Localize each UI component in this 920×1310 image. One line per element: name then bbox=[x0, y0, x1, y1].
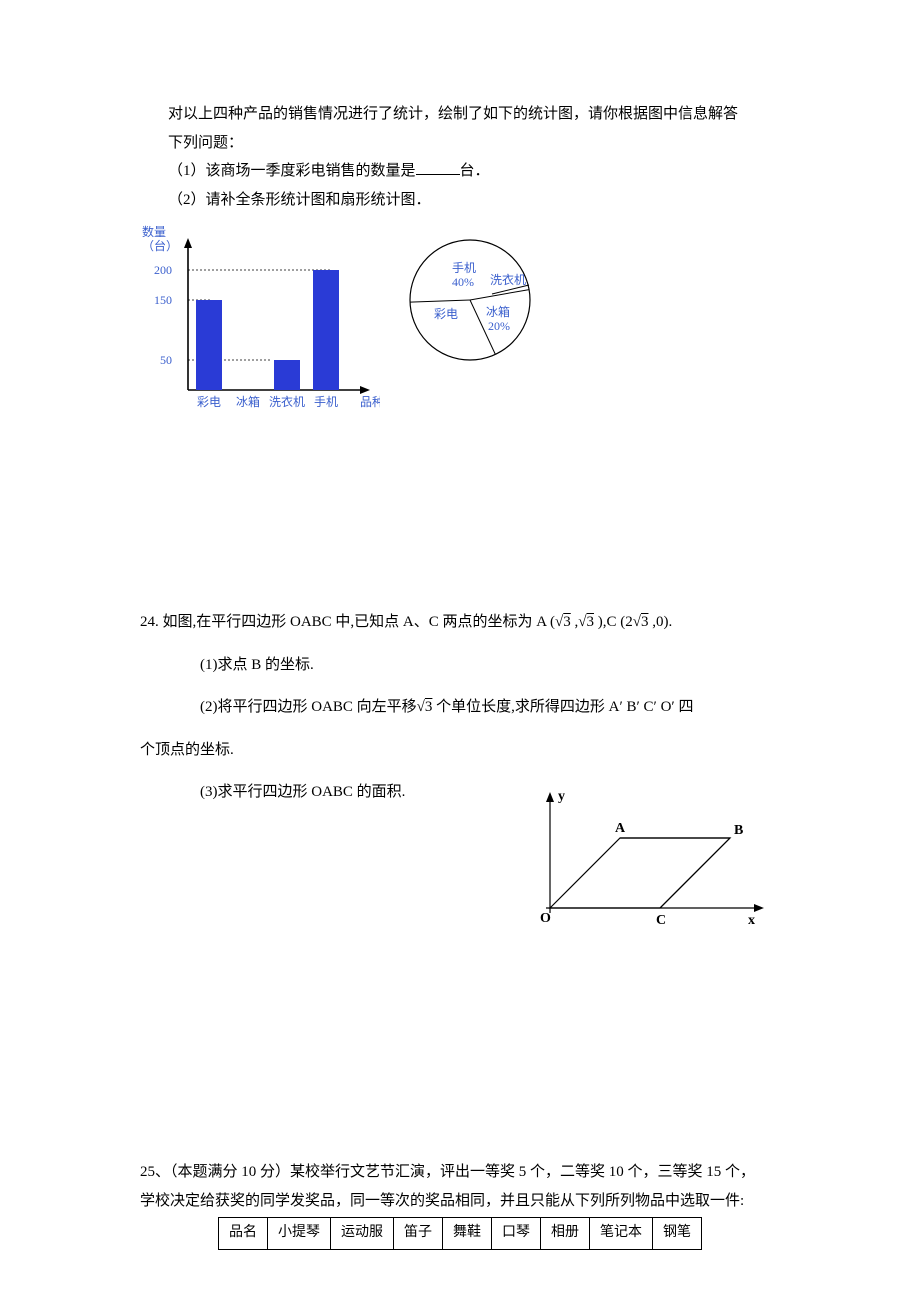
q23-blank bbox=[416, 159, 460, 175]
q24-p1: (1)求点 B 的坐标. bbox=[200, 651, 780, 680]
lbl-A: A bbox=[615, 821, 626, 836]
bar-cat-3: 手机 bbox=[314, 395, 338, 409]
q24-p3: (3)求平行四边形 OABC 的面积. bbox=[200, 778, 405, 807]
lbl-y: y bbox=[558, 789, 565, 804]
q24-line1: 24. 如图,在平行四边形 OABC 中,已知点 A、C 两点的坐标为 A (√… bbox=[140, 608, 780, 637]
bar-ytick-50: 50 bbox=[160, 353, 172, 367]
q24-row: (3)求平行四边形 OABC 的面积. O A B C x bbox=[140, 778, 780, 938]
lbl-B: B bbox=[734, 823, 743, 838]
q23-part1: （1）该商场一季度彩电销售的数量是 台． bbox=[168, 157, 780, 186]
q24-l1a: 如图,在平行四边形 OABC 中,已知点 A、C 两点的坐标为 A ( bbox=[163, 614, 556, 630]
bar-xiyiji bbox=[274, 360, 300, 390]
coord-y-arrow-icon bbox=[546, 792, 554, 802]
q23-p1-text: （1）该商场一季度彩电销售的数量是 bbox=[168, 163, 416, 179]
table-cell: 笔记本 bbox=[590, 1218, 653, 1250]
parallelogram bbox=[550, 838, 730, 908]
q25-line2: 学校决定给获奖的同学发奖品，同一等次的奖品相同，并且只能从下列所列物品中选取一件… bbox=[140, 1187, 780, 1216]
table-cell: 品名 bbox=[219, 1218, 268, 1250]
table-cell: 小提琴 bbox=[268, 1218, 331, 1250]
edge-bc bbox=[660, 838, 730, 908]
q25-table: 品名 小提琴 运动服 笛子 舞鞋 口琴 相册 笔记本 钢笔 bbox=[218, 1217, 702, 1250]
lbl-C: C bbox=[656, 913, 666, 928]
lbl-O: O bbox=[540, 911, 551, 926]
bar-cat-2: 洗衣机 bbox=[269, 394, 305, 409]
bar-y-arrow-icon bbox=[184, 238, 192, 248]
bar-ytick-200: 200 bbox=[154, 263, 172, 277]
bar-ylabel-1: 数量 bbox=[142, 224, 166, 239]
table-cell: 笛子 bbox=[394, 1218, 443, 1250]
bar-xlabel: 品种 bbox=[360, 395, 380, 409]
q23-part2: （2）请补全条形统计图和扇形统计图． bbox=[168, 186, 780, 215]
bar-shouji bbox=[313, 270, 339, 390]
q24-p2-line1: (2)将平行四边形 OABC 向左平移√3 个单位长度,求所得四边形 A′ B′… bbox=[200, 693, 780, 722]
bar-cat-1: 冰箱 bbox=[236, 394, 260, 409]
bar-x-arrow-icon bbox=[360, 386, 370, 394]
bar-caidian bbox=[196, 300, 222, 390]
pie-lbl-washer: 洗衣机 bbox=[490, 272, 526, 287]
table-cell: 钢笔 bbox=[653, 1218, 702, 1250]
pie-lbl-phone-pct: 40% bbox=[452, 275, 474, 289]
table-cell: 舞鞋 bbox=[443, 1218, 492, 1250]
bar-ylabel-2: （台） bbox=[142, 238, 178, 253]
table-row: 品名 小提琴 运动服 笛子 舞鞋 口琴 相册 笔记本 钢笔 bbox=[219, 1218, 702, 1250]
bar-cat-0: 彩电 bbox=[197, 395, 221, 409]
q24-l1c: ),C (2 bbox=[594, 614, 633, 630]
parallelogram-diagram: O A B C x y bbox=[510, 778, 780, 938]
pie-lbl-phone: 手机 bbox=[452, 261, 476, 275]
q24-p2-line2: 个顶点的坐标. bbox=[140, 736, 780, 765]
q23-intro-l1: 对以上四种产品的销售情况进行了统计，绘制了如下的统计图，请你根据图中信息解答 bbox=[168, 100, 780, 129]
pie-lbl-tv: 彩电 bbox=[434, 307, 458, 321]
table-cell: 相册 bbox=[541, 1218, 590, 1250]
coord-x-arrow-icon bbox=[754, 904, 764, 912]
pie-chart: 手机 40% 洗衣机 冰箱 20% 彩电 bbox=[390, 220, 550, 380]
q23-charts: 数量 （台） 50 150 200 bbox=[140, 220, 780, 420]
q24-p2a: (2)将平行四边形 OABC 向左平移 bbox=[200, 699, 417, 715]
q24-block: 24. 如图,在平行四边形 OABC 中,已知点 A、C 两点的坐标为 A (√… bbox=[140, 608, 780, 938]
q24-l1d: ,0). bbox=[648, 614, 672, 630]
q23-p1-tail: 台． bbox=[460, 163, 490, 179]
table-cell: 口琴 bbox=[492, 1218, 541, 1250]
bar-chart: 数量 （台） 50 150 200 bbox=[140, 220, 380, 420]
q25-block: 25、（本题满分 10 分）某校举行文艺节汇演，评出一等奖 5 个，二等奖 10… bbox=[140, 1158, 780, 1250]
q25-line1: 25、（本题满分 10 分）某校举行文艺节汇演，评出一等奖 5 个，二等奖 10… bbox=[140, 1158, 780, 1187]
bar-ytick-150: 150 bbox=[154, 293, 172, 307]
table-cell: 运动服 bbox=[331, 1218, 394, 1250]
q23-intro-l2: 下列问题： bbox=[168, 129, 780, 158]
q24-p2b: 个单位长度,求所得四边形 A′ B′ C′ O′ 四 bbox=[436, 699, 693, 715]
pie-lbl-fridge-pct: 20% bbox=[488, 319, 510, 333]
lbl-x: x bbox=[748, 913, 755, 928]
q24-num: 24. bbox=[140, 614, 159, 630]
q23-block: 对以上四种产品的销售情况进行了统计，绘制了如下的统计图，请你根据图中信息解答 下… bbox=[140, 100, 780, 420]
pie-lbl-fridge: 冰箱 bbox=[486, 304, 510, 319]
